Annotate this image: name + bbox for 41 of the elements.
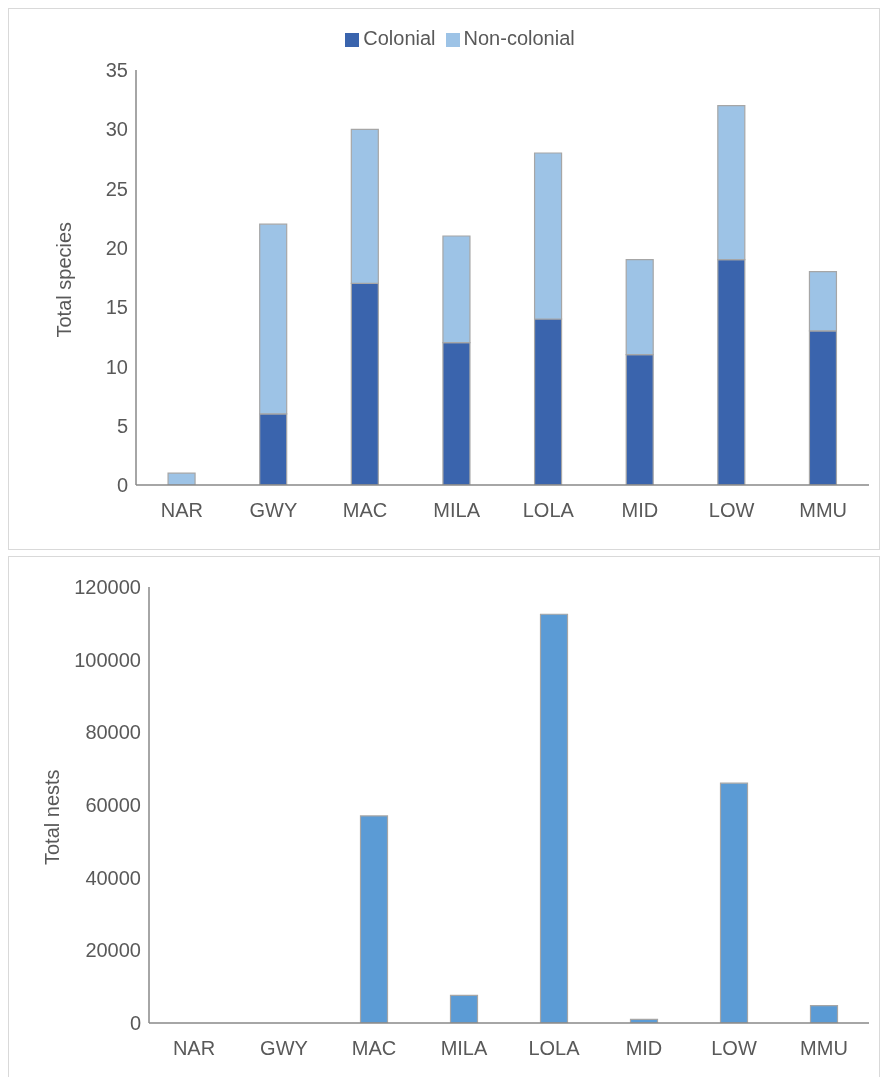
bar xyxy=(539,613,569,1023)
bar xyxy=(167,472,196,485)
y-tick-label: 25 xyxy=(105,177,128,200)
x-tick-label: LOW xyxy=(708,499,755,522)
y-tick-label: 15 xyxy=(105,296,128,319)
x-tick-label: MID xyxy=(625,1037,663,1060)
y-tick-label: 35 xyxy=(105,59,128,82)
x-tick-label: MID xyxy=(621,499,659,522)
x-tick-label: LOLA xyxy=(528,1037,581,1060)
y-tick-label: 40000 xyxy=(85,866,141,889)
bar xyxy=(449,994,479,1023)
x-tick-label: MILA xyxy=(440,1037,488,1060)
x-tick-label: MMU xyxy=(800,1037,848,1060)
x-tick-label: NAR xyxy=(172,1037,216,1060)
x-tick-label: NAR xyxy=(160,499,203,522)
bar xyxy=(809,1004,839,1023)
y-tick-label: 20 xyxy=(105,236,128,259)
x-tick-label: GWY xyxy=(260,1037,308,1060)
x-tick-label: GWY xyxy=(249,499,298,522)
x-tick-label: MMU xyxy=(799,499,848,522)
y-axis-title: Total species xyxy=(53,221,76,338)
y-tick-label: 5 xyxy=(116,414,128,437)
y-tick-label: 0 xyxy=(129,1012,141,1035)
legend-label: Non-colonial xyxy=(463,27,575,49)
x-tick-label: MAC xyxy=(342,499,388,522)
y-tick-label: 10 xyxy=(105,355,128,378)
y-tick-label: 0 xyxy=(116,474,128,497)
y-tick-label: 60000 xyxy=(85,794,141,817)
bar xyxy=(359,815,389,1023)
legend-label: Colonial xyxy=(363,27,436,49)
y-tick-label: 20000 xyxy=(85,939,141,962)
y-tick-label: 100000 xyxy=(74,648,141,671)
y-tick-label: 30 xyxy=(105,118,128,141)
y-axis-title: Total nests xyxy=(41,769,64,865)
x-tick-label: LOW xyxy=(711,1037,757,1060)
y-tick-label: 120000 xyxy=(74,576,141,599)
y-tick-label: 80000 xyxy=(85,721,141,744)
x-tick-label: MAC xyxy=(351,1037,397,1060)
x-tick-label: LOLA xyxy=(522,499,575,522)
bar xyxy=(719,782,749,1023)
x-tick-label: MILA xyxy=(433,499,481,522)
